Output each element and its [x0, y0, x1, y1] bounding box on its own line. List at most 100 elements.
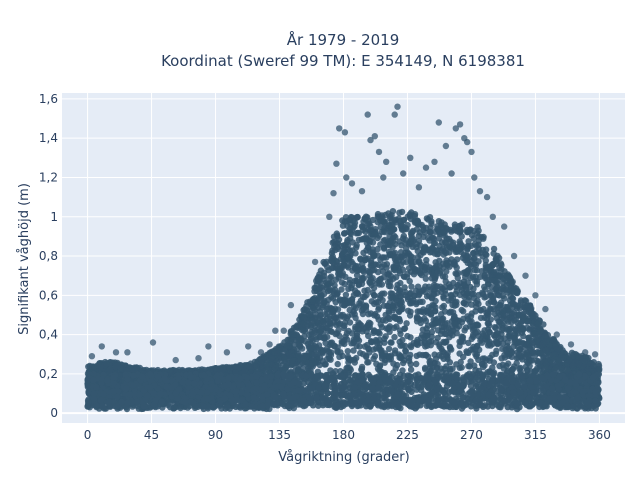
data-point: [397, 327, 403, 333]
data-point: [492, 286, 498, 292]
data-point: [404, 253, 410, 259]
data-point: [447, 344, 453, 350]
data-point: [355, 214, 361, 220]
data-point: [557, 365, 563, 371]
data-point: [356, 282, 362, 288]
data-point: [367, 238, 373, 244]
data-point: [359, 328, 365, 334]
data-point: [426, 304, 432, 310]
data-point: [363, 304, 369, 310]
data-point: [263, 362, 269, 368]
data-point: [332, 331, 338, 337]
data-point: [381, 245, 387, 251]
data-point: [462, 282, 468, 288]
data-point: [354, 242, 360, 248]
data-point: [447, 284, 453, 290]
data-point: [435, 327, 441, 333]
data-point: [400, 360, 406, 366]
data-point: [398, 261, 404, 267]
data-point: [302, 338, 308, 344]
data-point: [446, 264, 452, 270]
data-point: [454, 288, 460, 294]
data-point: [408, 284, 414, 290]
data-point: [543, 333, 549, 339]
data-point: [434, 223, 440, 229]
data-point: [333, 277, 339, 283]
data-point: [381, 336, 387, 342]
data-point: [319, 358, 325, 364]
data-point: [391, 325, 397, 331]
data-point: [94, 362, 100, 368]
data-point: [419, 332, 425, 338]
data-point: [478, 307, 484, 313]
data-point: [325, 297, 331, 303]
data-point: [378, 276, 384, 282]
data-point: [468, 302, 474, 308]
data-point: [490, 250, 496, 256]
data-point: [365, 217, 371, 223]
data-point: [439, 316, 445, 322]
data-point: [386, 310, 392, 316]
data-point: [555, 359, 561, 365]
data-point: [399, 209, 405, 215]
data-point: [465, 340, 471, 346]
data-point: [515, 352, 521, 358]
data-point: [436, 235, 442, 241]
data-point: [309, 305, 315, 311]
data-point: [453, 249, 459, 255]
data-point: [442, 308, 448, 314]
data-point: [525, 318, 531, 324]
data-point: [416, 233, 422, 239]
data-point: [535, 360, 541, 366]
data-point: [499, 346, 505, 352]
data-point: [402, 343, 408, 349]
data-point: [392, 267, 398, 273]
data-point: [371, 293, 377, 299]
data-point: [443, 352, 449, 358]
data-point: [423, 325, 429, 331]
data-point: [382, 360, 388, 366]
data-point: [387, 354, 393, 360]
data-point: [432, 298, 438, 304]
data-point: [520, 325, 526, 331]
data-point: [415, 254, 421, 260]
data-point: [480, 247, 486, 253]
data-point: [372, 353, 378, 359]
data-point: [133, 364, 139, 370]
data-point: [359, 276, 365, 282]
data-point: [393, 365, 399, 371]
data-point: [423, 257, 429, 263]
data-point: [327, 319, 333, 325]
data-point: [408, 367, 414, 373]
data-point: [353, 290, 359, 296]
data-point: [345, 354, 351, 360]
data-point: [342, 281, 348, 287]
data-point: [326, 267, 332, 273]
data-point: [474, 281, 480, 287]
data-point: [321, 291, 327, 297]
data-point: [457, 223, 463, 229]
data-point: [471, 261, 477, 267]
data-point: [394, 282, 400, 288]
data-point: [483, 293, 489, 299]
data-point: [386, 249, 392, 255]
data-point: [314, 275, 320, 281]
data-point: [410, 228, 416, 234]
data-point: [413, 244, 419, 250]
data-point: [291, 331, 297, 337]
data-point: [341, 230, 347, 236]
data-point: [357, 350, 363, 356]
data-point: [436, 229, 442, 235]
data-point: [345, 254, 351, 260]
data-point: [443, 257, 449, 263]
data-point: [385, 326, 391, 332]
data-point: [525, 303, 531, 309]
data-point: [338, 286, 344, 292]
data-point: [489, 352, 495, 358]
data-point: [440, 245, 446, 251]
data-point: [253, 364, 259, 370]
data-point: [552, 351, 558, 357]
data-point: [381, 238, 387, 244]
data-point: [343, 292, 349, 298]
